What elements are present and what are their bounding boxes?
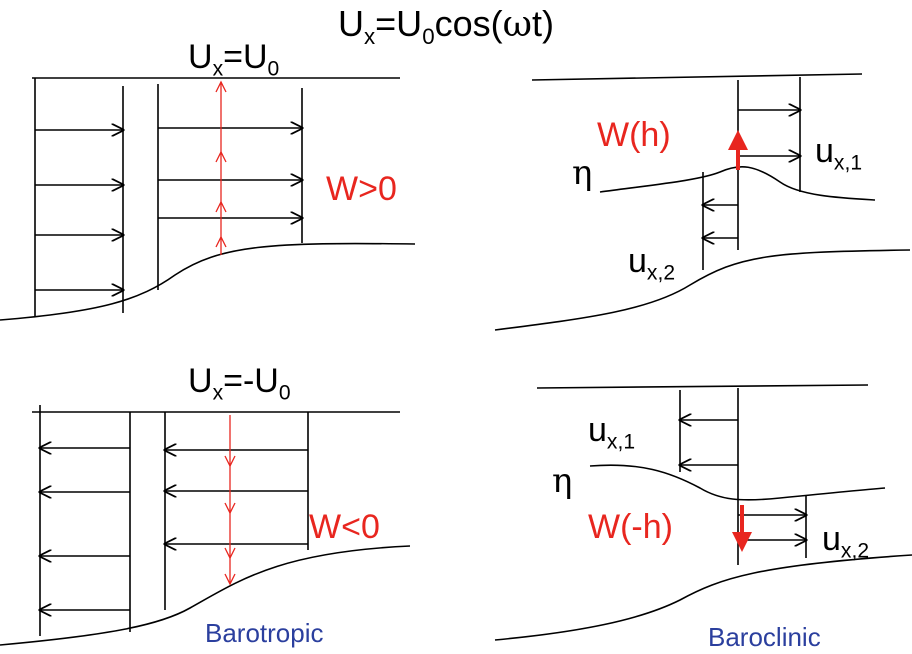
sea-surface-line	[531, 73, 863, 81]
barotropic-ebb-velocity-label: Ux=-U0	[188, 362, 291, 405]
w-positive-label: W>0	[326, 170, 397, 208]
u-x1-label: ux,1	[815, 132, 863, 175]
u-x2-label: ux,2	[822, 520, 870, 563]
baroclinic-lower-panel	[494, 384, 912, 641]
w-negative-label: W<0	[309, 508, 380, 546]
seabed-profile	[494, 554, 912, 641]
w-minus-h-label: W(-h)	[588, 508, 673, 546]
eta-label: η	[552, 461, 573, 501]
interface-eta	[599, 166, 876, 201]
barotropic-flood-velocity-label: Ux=U0	[188, 38, 280, 81]
diagram-title: Ux=U0cos(ωt)	[338, 3, 554, 49]
barotropic-caption: Barotropic	[205, 618, 324, 648]
barotropic-ebb-panel	[0, 405, 411, 646]
u-x1-label: ux,1	[588, 411, 636, 454]
interface-eta	[589, 464, 886, 501]
eta-label: η	[572, 153, 593, 193]
vertical-velocity-arrows	[224, 415, 236, 586]
seabed-profile	[494, 249, 911, 331]
w-h-label: W(h)	[597, 116, 671, 154]
baroclinic-caption: Baroclinic	[708, 622, 821, 652]
baroclinic-upper-panel	[494, 73, 911, 331]
seabed-profile	[0, 242, 416, 321]
seabed-profile	[0, 545, 411, 646]
barotropic-flood-panel	[0, 77, 416, 321]
u-x2-label: ux,2	[628, 242, 676, 285]
vertical-velocity-arrows	[215, 80, 227, 255]
sea-surface-line	[536, 384, 869, 389]
